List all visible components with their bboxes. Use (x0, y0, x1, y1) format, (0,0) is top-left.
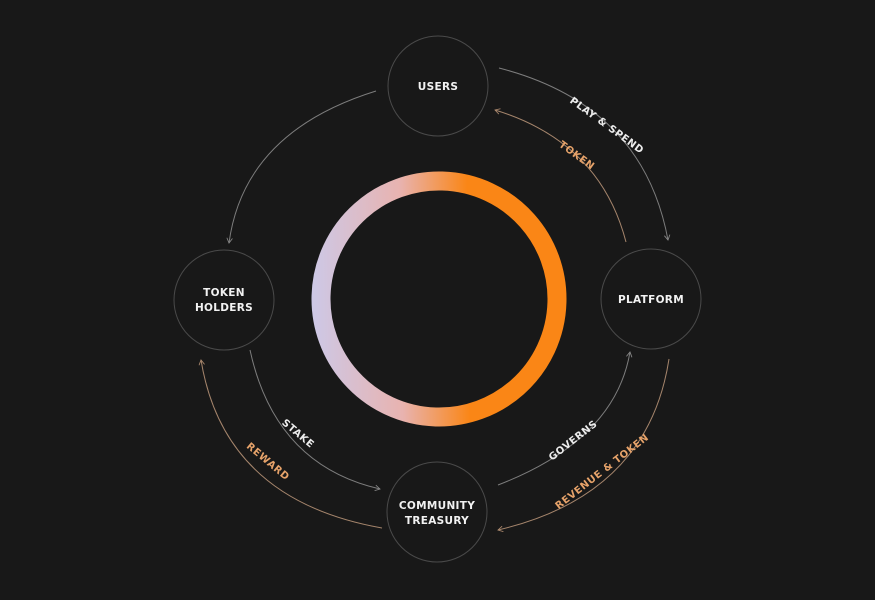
arrow-treasury-to-holders (198, 359, 383, 529)
label-governs: GOVERNS (547, 419, 600, 464)
node-holders-label-1: TOKEN (203, 287, 245, 299)
node-token-holders: TOKEN HOLDERS (173, 249, 275, 351)
label-play-spend: PLAY & SPEND (567, 95, 645, 156)
arrow-users-to-holders (226, 90, 377, 244)
label-reward: REWARD (244, 441, 291, 483)
node-community-treasury: COMMUNITY TREASURY (386, 461, 488, 563)
node-treasury-label-2: TREASURY (405, 515, 469, 527)
arrow-platform-to-treasury (497, 358, 670, 533)
label-token: TOKEN (557, 139, 597, 172)
central-ring (311, 171, 567, 427)
node-platform-label: PLATFORM (618, 294, 684, 306)
arrow-users-to-platform (498, 67, 671, 241)
node-treasury-label-1: COMMUNITY (399, 500, 475, 512)
node-holders-label-2: HOLDERS (195, 302, 253, 314)
node-platform: PLATFORM (600, 248, 702, 350)
node-users: USERS (387, 35, 489, 137)
arrow-platform-to-users (494, 108, 627, 243)
node-users-label: USERS (418, 81, 458, 93)
arrow-treasury-to-platform (497, 351, 633, 486)
arrow-holders-to-treasury (249, 349, 381, 492)
label-stake: STAKE (279, 417, 316, 450)
